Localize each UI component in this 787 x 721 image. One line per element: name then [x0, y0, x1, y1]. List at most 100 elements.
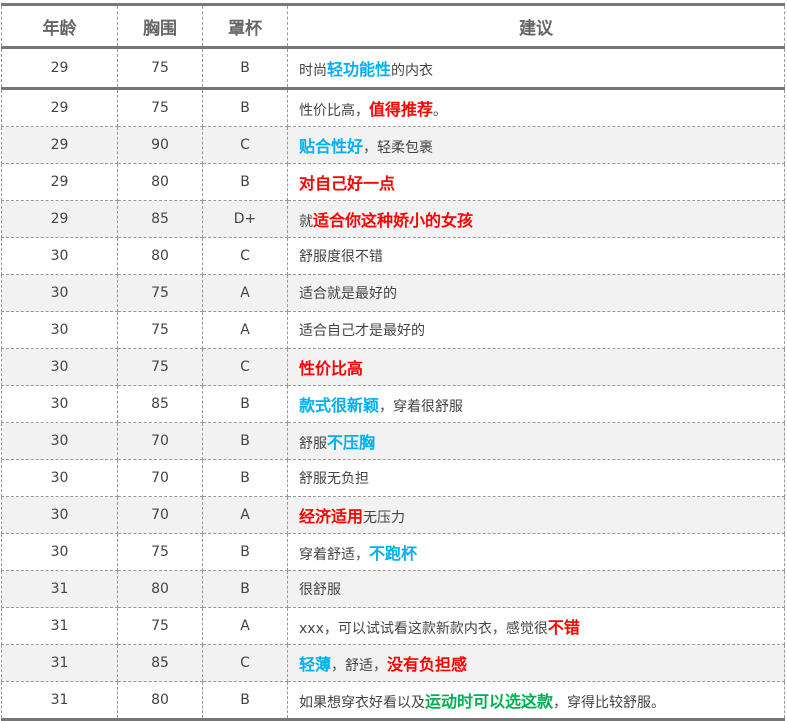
suggestion-text: 适合就是最好的 — [299, 286, 397, 302]
table-row: 30 75 A 适合就是最好的 — [1, 274, 785, 312]
bust-cell: 80 — [117, 681, 203, 721]
cup-cell: B — [202, 681, 288, 721]
table-row: 30 70 B 舒服无负担 — [1, 459, 785, 497]
table-header: 年龄 胸围 罩杯 建议 — [1, 3, 785, 49]
highlighted-text: 运动时可以选这款 — [425, 692, 554, 711]
highlighted-text: 款式很新颖 — [299, 396, 380, 415]
cup-cell: B — [202, 459, 288, 497]
table-row: 29 85 D+ 就适合你这种娇小的女孩 — [1, 200, 785, 238]
bust-cell: 75 — [117, 533, 203, 571]
table-row: 31 80 B 很舒服 — [1, 570, 785, 608]
suggestion-text: 时尚 — [299, 63, 327, 79]
cup-cell: C — [202, 348, 288, 386]
age-cell: 30 — [1, 459, 118, 497]
age-cell: 30 — [1, 422, 118, 460]
age-cell: 31 — [1, 681, 118, 721]
suggestion-cell: 经济适用无压力 — [287, 496, 785, 534]
table-row: 30 70 A 经济适用无压力 — [1, 496, 785, 534]
bust-cell: 75 — [117, 274, 203, 312]
cup-cell: C — [202, 644, 288, 682]
table-row: 30 75 A 适合自己才是最好的 — [1, 311, 785, 349]
bust-cell: 75 — [117, 47, 203, 90]
suggestion-cell: 就适合你这种娇小的女孩 — [287, 200, 785, 238]
age-cell: 30 — [1, 274, 118, 312]
highlighted-text: 经济适用 — [299, 507, 364, 526]
suggestion-cell: 舒服度很不错 — [287, 237, 785, 275]
cup-cell: A — [202, 311, 288, 349]
bust-cell: 80 — [117, 237, 203, 275]
highlighted-text: 没有负担感 — [387, 655, 468, 674]
age-cell: 30 — [1, 533, 118, 571]
table-row: 29 75 B 时尚轻功能性的内衣 — [1, 47, 785, 90]
suggestion-text: 。 — [433, 103, 448, 119]
bust-cell: 85 — [117, 644, 203, 682]
table-row: 30 70 B 舒服不压胸 — [1, 422, 785, 460]
table-row: 30 75 B 穿着舒适，不跑杯 — [1, 533, 785, 571]
bust-cell: 75 — [117, 311, 203, 349]
suggestion-text: ，穿着很舒服 — [379, 399, 464, 415]
suggestion-cell: 舒服无负担 — [287, 459, 785, 497]
header-cup: 罩杯 — [202, 3, 288, 49]
age-cell: 29 — [1, 200, 118, 238]
suggestion-text: 无压力 — [363, 510, 406, 526]
highlighted-text: 性价比高 — [299, 359, 364, 378]
suggestion-text: 舒服 — [299, 436, 327, 452]
table-row: 31 80 B 如果想穿衣好看以及运动时可以选这款，穿得比较舒服。 — [1, 681, 785, 721]
table-body: 29 75 B 时尚轻功能性的内衣 29 75 B 性价比高，值得推荐。 29 90 C 贴合性好，轻… — [1, 47, 785, 721]
highlighted-text: 适合你这种娇小的女孩 — [313, 211, 474, 230]
suggestion-cell: xxx，可以试试看这款新款内衣，感觉很不错 — [287, 607, 785, 645]
suggestion-text: 就 — [299, 214, 313, 230]
header-age: 年龄 — [1, 3, 118, 49]
age-cell: 31 — [1, 644, 118, 682]
header-suggestion: 建议 — [287, 3, 785, 49]
suggestion-text: ，轻柔包裹 — [363, 140, 434, 156]
cup-cell: A — [202, 496, 288, 534]
suggestion-text: 舒服无负担 — [299, 471, 369, 487]
age-cell: 31 — [1, 570, 118, 608]
age-cell: 29 — [1, 163, 118, 201]
bust-cell: 90 — [117, 126, 203, 164]
age-cell: 29 — [1, 126, 118, 164]
cup-cell: B — [202, 88, 288, 127]
highlighted-text: 对自己好一点 — [299, 174, 396, 193]
bust-cell: 75 — [117, 607, 203, 645]
suggestion-text: ，穿得比较舒服。 — [553, 695, 666, 711]
bust-cell: 80 — [117, 163, 203, 201]
age-cell: 30 — [1, 311, 118, 349]
cup-cell: B — [202, 163, 288, 201]
table-row: 30 85 B 款式很新颖，穿着很舒服 — [1, 385, 785, 423]
cup-cell: A — [202, 607, 288, 645]
age-cell: 29 — [1, 88, 118, 127]
bust-cell: 80 — [117, 570, 203, 608]
cup-cell: B — [202, 533, 288, 571]
age-cell: 31 — [1, 607, 118, 645]
bra-suggestion-table: 年龄 胸围 罩杯 建议 29 75 B 时尚轻功能性的内衣 29 75 B 性价比高，值得推荐… — [1, 3, 785, 721]
suggestion-text: 如果想穿衣好看以及 — [299, 695, 425, 711]
suggestion-cell: 时尚轻功能性的内衣 — [287, 47, 785, 90]
age-cell: 30 — [1, 237, 118, 275]
bust-cell: 75 — [117, 88, 203, 127]
table-row: 30 80 C 舒服度很不错 — [1, 237, 785, 275]
suggestion-text: 穿着舒适， — [299, 547, 369, 563]
age-cell: 30 — [1, 496, 118, 534]
bust-cell: 70 — [117, 459, 203, 497]
bust-cell: 75 — [117, 348, 203, 386]
table-row: 30 75 C 性价比高 — [1, 348, 785, 386]
suggestion-cell: 如果想穿衣好看以及运动时可以选这款，穿得比较舒服。 — [287, 681, 785, 721]
suggestion-text: 性价比高， — [299, 103, 369, 119]
highlighted-text: 不跑杯 — [369, 544, 418, 563]
suggestion-text: ，舒适， — [331, 658, 388, 674]
suggestion-text: xxx，可以试试看这款新款内衣，感觉很 — [299, 621, 548, 637]
suggestion-cell: 适合就是最好的 — [287, 274, 785, 312]
highlighted-text: 值得推荐 — [369, 100, 434, 119]
suggestion-cell: 款式很新颖，穿着很舒服 — [287, 385, 785, 423]
cup-cell: B — [202, 385, 288, 423]
age-cell: 29 — [1, 47, 118, 90]
suggestion-text: 很舒服 — [299, 582, 341, 598]
highlighted-text: 轻功能性 — [327, 60, 392, 79]
table-row: 29 90 C 贴合性好，轻柔包裹 — [1, 126, 785, 164]
suggestion-cell: 性价比高，值得推荐。 — [287, 88, 785, 127]
highlighted-text: 不压胸 — [327, 433, 376, 452]
suggestion-text: 适合自己才是最好的 — [299, 323, 425, 339]
cup-cell: B — [202, 47, 288, 90]
